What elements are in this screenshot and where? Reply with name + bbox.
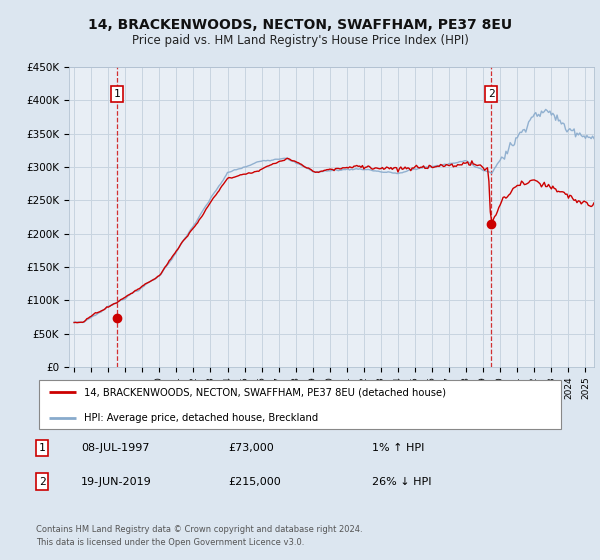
Text: 1: 1 bbox=[113, 89, 121, 99]
Text: £73,000: £73,000 bbox=[228, 443, 274, 453]
Text: This data is licensed under the Open Government Licence v3.0.: This data is licensed under the Open Gov… bbox=[36, 538, 304, 547]
Text: 19-JUN-2019: 19-JUN-2019 bbox=[81, 477, 152, 487]
FancyBboxPatch shape bbox=[38, 380, 562, 429]
Text: 14, BRACKENWOODS, NECTON, SWAFFHAM, PE37 8EU: 14, BRACKENWOODS, NECTON, SWAFFHAM, PE37… bbox=[88, 18, 512, 32]
Text: 08-JUL-1997: 08-JUL-1997 bbox=[81, 443, 149, 453]
Text: HPI: Average price, detached house, Breckland: HPI: Average price, detached house, Brec… bbox=[83, 413, 318, 423]
Text: 2: 2 bbox=[38, 477, 46, 487]
Text: 1% ↑ HPI: 1% ↑ HPI bbox=[372, 443, 424, 453]
Text: Price paid vs. HM Land Registry's House Price Index (HPI): Price paid vs. HM Land Registry's House … bbox=[131, 34, 469, 46]
Text: 1: 1 bbox=[38, 443, 46, 453]
Text: 2: 2 bbox=[488, 89, 494, 99]
Text: 14, BRACKENWOODS, NECTON, SWAFFHAM, PE37 8EU (detached house): 14, BRACKENWOODS, NECTON, SWAFFHAM, PE37… bbox=[83, 388, 446, 398]
Text: Contains HM Land Registry data © Crown copyright and database right 2024.: Contains HM Land Registry data © Crown c… bbox=[36, 525, 362, 534]
Text: £215,000: £215,000 bbox=[228, 477, 281, 487]
Text: 26% ↓ HPI: 26% ↓ HPI bbox=[372, 477, 431, 487]
